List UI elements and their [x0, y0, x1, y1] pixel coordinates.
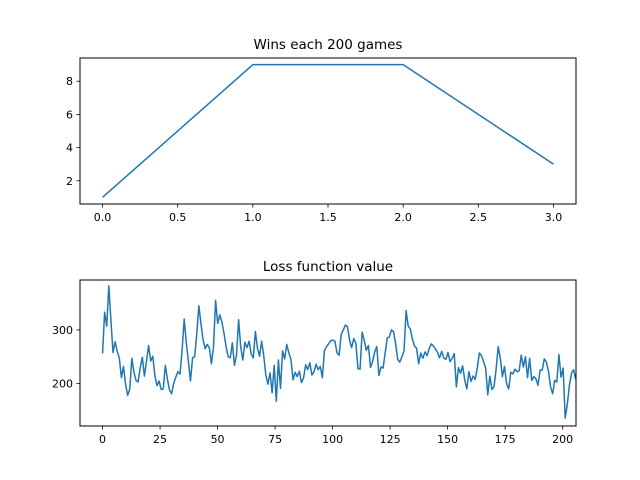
x-tick-label: 75 — [268, 433, 282, 446]
x-axis: 0 25 50 75 100 125 150 175 200 — [99, 426, 573, 446]
x-axis: 0.0 0.5 1.0 1.5 2.0 2.5 3.0 — [94, 204, 562, 224]
x-tick-label: 2.5 — [470, 211, 488, 224]
x-tick-label: 25 — [153, 433, 167, 446]
x-tick-label: 150 — [437, 433, 458, 446]
x-tick-label: 0 — [99, 433, 106, 446]
y-tick-label: 6 — [66, 108, 73, 121]
x-tick-label: 175 — [495, 433, 516, 446]
chart-title: Loss function value — [263, 259, 393, 275]
series-line-0 — [102, 63, 554, 198]
x-tick-label: 0.0 — [94, 211, 112, 224]
series-line-0 — [101, 285, 577, 419]
y-axis: 2 4 6 8 — [66, 75, 80, 188]
x-tick-label: 0.5 — [169, 211, 187, 224]
y-tick-label: 300 — [52, 324, 73, 337]
x-tick-label: 2.0 — [394, 211, 412, 224]
axes-frame — [79, 57, 577, 205]
wins-chart: Wins each 200 games 0.0 0.5 1.0 1.5 2.0 2.5 3.… — [66, 37, 577, 224]
y-tick-label: 4 — [66, 142, 73, 155]
axes-frame — [79, 279, 577, 427]
y-tick-label: 200 — [52, 378, 73, 391]
x-tick-label: 3.0 — [545, 211, 563, 224]
y-axis: 200 300 — [52, 324, 80, 391]
y-tick-label: 8 — [66, 75, 73, 88]
y-tick-label: 2 — [66, 175, 73, 188]
x-tick-label: 200 — [552, 433, 573, 446]
plot-area — [101, 285, 577, 419]
x-tick-label: 1.0 — [244, 211, 262, 224]
x-tick-label: 125 — [380, 433, 401, 446]
x-tick-label: 50 — [211, 433, 225, 446]
x-tick-label: 1.5 — [319, 211, 337, 224]
loss-chart: Loss function value 0 25 50 75 100 125 150 175 2… — [52, 259, 577, 446]
x-tick-label: 100 — [322, 433, 343, 446]
plot-area — [102, 63, 554, 198]
chart-title: Wins each 200 games — [254, 37, 403, 53]
